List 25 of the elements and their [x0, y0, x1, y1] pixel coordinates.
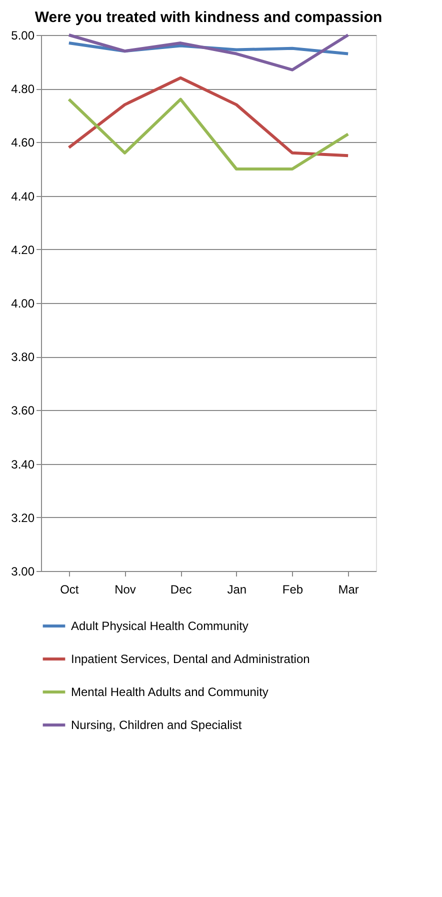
- legend-label: Nursing, Children and Specialist: [71, 718, 242, 732]
- x-tick-label: Jan: [227, 582, 247, 596]
- x-tick-label: Mar: [338, 582, 359, 596]
- x-tick-label: Oct: [60, 582, 80, 596]
- y-tick-label: 3.80: [11, 350, 35, 364]
- y-tick-label: 4.00: [11, 296, 35, 310]
- y-tick-label: 4.60: [11, 136, 35, 150]
- y-tick-label: 5.00: [11, 28, 35, 42]
- legend-label: Inpatient Services, Dental and Administration: [71, 652, 310, 666]
- y-tick-label: 4.20: [11, 242, 35, 257]
- y-tick-label: 3.00: [11, 564, 35, 578]
- legend-label: Mental Health Adults and Community: [71, 685, 268, 699]
- line-series: [67, 34, 350, 72]
- chart-title: Were you treated with kindness and compassion: [34, 9, 382, 26]
- line-series: [67, 76, 350, 158]
- y-tick-label: 3.60: [11, 404, 35, 418]
- x-tick-label: Nov: [114, 582, 136, 596]
- x-tick-label: Feb: [282, 582, 304, 596]
- y-tick-label: 3.20: [11, 510, 35, 525]
- y-tick-label: 3.40: [11, 457, 35, 472]
- line-series: [67, 98, 350, 170]
- y-tick-label: 4.40: [11, 189, 35, 204]
- legend-label: Adult Physical Health Community: [71, 619, 248, 633]
- y-tick-label: 4.80: [11, 82, 35, 96]
- x-tick-label: Dec: [170, 582, 192, 596]
